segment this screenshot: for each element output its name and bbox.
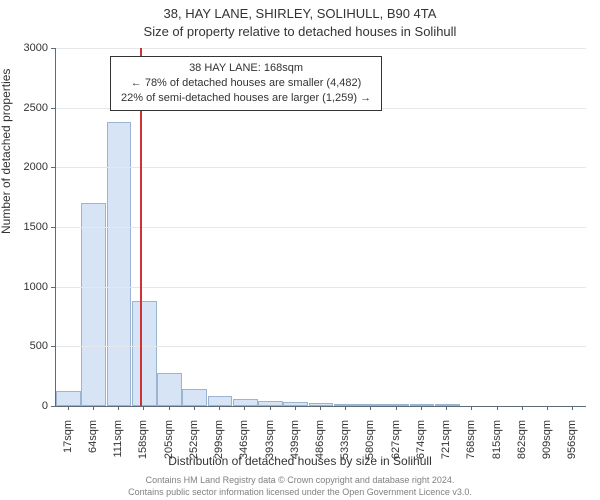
bar [384,404,409,406]
xtick-mark [547,406,548,410]
bar [283,402,308,406]
xtick-mark [320,406,321,410]
bar [208,396,233,406]
gridline [56,287,586,288]
ytick-mark [51,346,55,347]
bar [107,122,132,406]
annotation-line1: 38 HAY LANE: 168sqm [121,61,371,76]
ytick-mark [51,406,55,407]
xtick-mark [396,406,397,410]
xtick-mark [370,406,371,410]
xtick-mark [194,406,195,410]
y-axis-label: Number of detached properties [0,69,13,234]
annotation-line2: ← 78% of detached houses are smaller (4,… [121,76,371,91]
gridline [56,48,586,49]
ytick-label: 0 [8,400,48,412]
xtick-mark [345,406,346,410]
chart-title: 38, HAY LANE, SHIRLEY, SOLIHULL, B90 4TA [0,6,600,21]
bar [410,404,435,406]
xtick-mark [118,406,119,410]
chart-subtitle: Size of property relative to detached ho… [0,24,600,39]
footer-text: Contains HM Land Registry data © Crown c… [0,475,600,498]
xtick-mark [497,406,498,410]
xtick-mark [270,406,271,410]
chart-container: 38, HAY LANE, SHIRLEY, SOLIHULL, B90 4TA… [0,0,600,500]
bar [132,301,157,406]
x-axis-label: Distribution of detached houses by size … [0,454,600,468]
gridline [56,346,586,347]
bar [258,401,283,406]
ytick-label: 1000 [8,281,48,293]
xtick-mark [169,406,170,410]
ytick-label: 3000 [8,42,48,54]
ytick-mark [51,227,55,228]
xtick-mark [421,406,422,410]
xtick-mark [244,406,245,410]
ytick-label: 500 [8,340,48,352]
xtick-mark [572,406,573,410]
annotation-box: 38 HAY LANE: 168sqm ← 78% of detached ho… [110,56,382,111]
ytick-mark [51,108,55,109]
bar [359,404,384,406]
ytick-mark [51,167,55,168]
xtick-mark [93,406,94,410]
bar [157,373,182,406]
xtick-mark [446,406,447,410]
bar [56,391,81,407]
bar [182,389,207,406]
xtick-mark [143,406,144,410]
xtick-mark [68,406,69,410]
ytick-label: 2000 [8,161,48,173]
footer-line2: Contains public sector information licen… [0,487,600,499]
ytick-label: 1500 [8,221,48,233]
ytick-mark [51,48,55,49]
ytick-label: 2500 [8,102,48,114]
footer-line1: Contains HM Land Registry data © Crown c… [0,475,600,487]
ytick-mark [51,287,55,288]
xtick-mark [219,406,220,410]
xtick-mark [522,406,523,410]
xtick-mark [471,406,472,410]
gridline [56,227,586,228]
xtick-mark [295,406,296,410]
gridline [56,167,586,168]
annotation-line3: 22% of semi-detached houses are larger (… [121,91,371,106]
bar [81,203,106,406]
